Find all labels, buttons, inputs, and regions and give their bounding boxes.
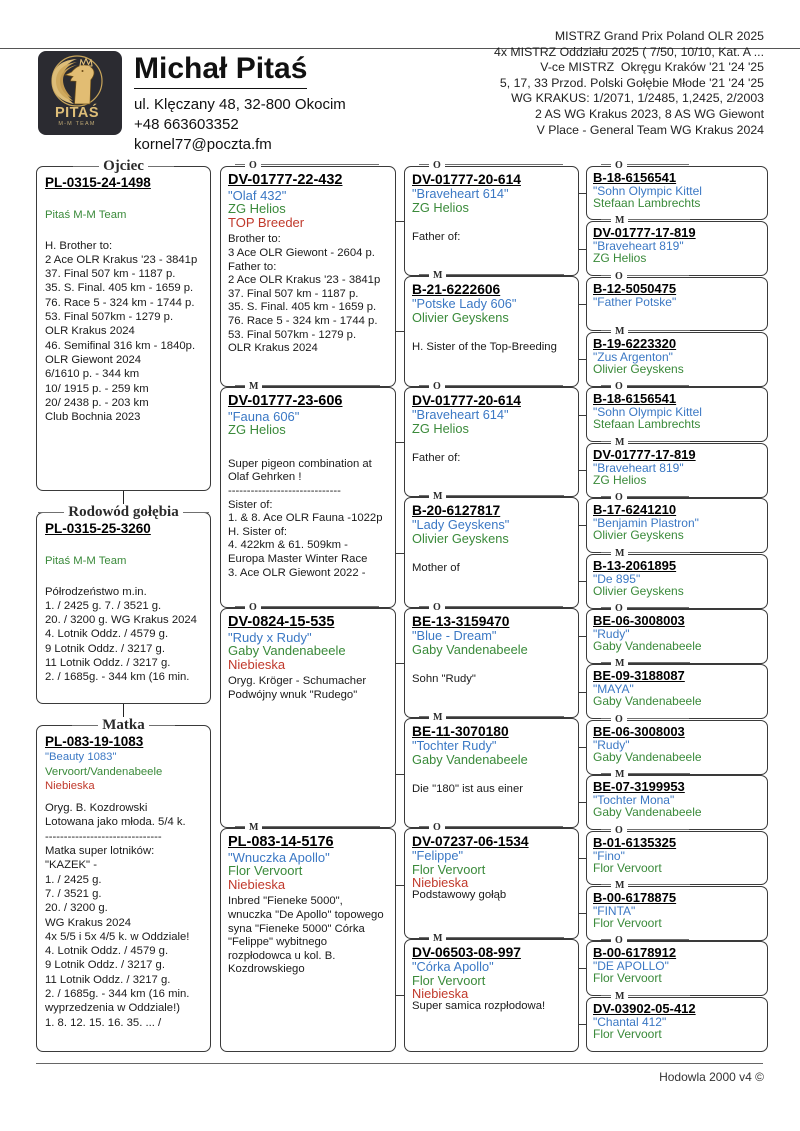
- svg-text:PITAŚ: PITAŚ: [55, 103, 99, 121]
- svg-text:M-M TEAM: M-M TEAM: [58, 121, 95, 127]
